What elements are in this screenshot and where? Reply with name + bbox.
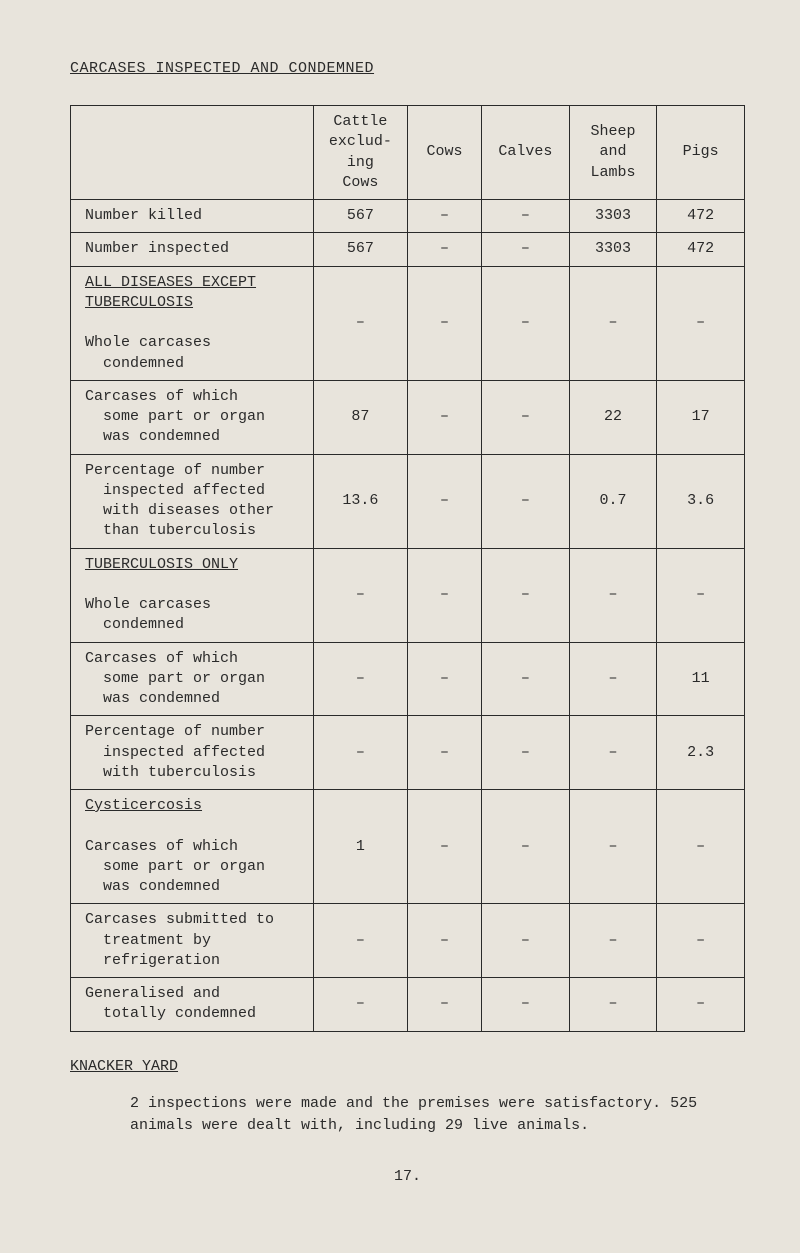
column-header: SheepandLambs xyxy=(569,106,657,200)
cell: 567 xyxy=(313,200,407,233)
row-label: Generalised and totally condemned xyxy=(71,978,314,1032)
cell: – xyxy=(569,716,657,790)
cell: – xyxy=(408,266,482,380)
cell: – xyxy=(569,904,657,978)
cell: – xyxy=(408,978,482,1032)
cell: – xyxy=(408,790,482,904)
cell: – xyxy=(482,716,570,790)
cell: – xyxy=(313,904,407,978)
cell: – xyxy=(482,978,570,1032)
cell: – xyxy=(313,716,407,790)
cell: – xyxy=(482,380,570,454)
cell: 3303 xyxy=(569,200,657,233)
cell: – xyxy=(657,548,745,642)
cell: 17 xyxy=(657,380,745,454)
cell: 0.7 xyxy=(569,454,657,548)
cell: 22 xyxy=(569,380,657,454)
cell: 13.6 xyxy=(313,454,407,548)
row-label: Carcases of which some part or organ was… xyxy=(71,380,314,454)
column-header: Cows xyxy=(408,106,482,200)
cell: 472 xyxy=(657,233,745,266)
row-label: TUBERCULOSIS ONLYWhole carcases condemne… xyxy=(71,548,314,642)
cell: 2.3 xyxy=(657,716,745,790)
row-label: Percentage of number inspected affected … xyxy=(71,454,314,548)
cell: – xyxy=(482,642,570,716)
row-label: Percentage of number inspected affected … xyxy=(71,716,314,790)
cell: – xyxy=(657,266,745,380)
cell: – xyxy=(569,790,657,904)
footer-title: KNACKER YARD xyxy=(70,1058,745,1075)
cell: 3303 xyxy=(569,233,657,266)
row-label: Carcases of which some part or organ was… xyxy=(71,642,314,716)
page-number: 17. xyxy=(70,1168,745,1185)
cell: – xyxy=(482,233,570,266)
cell: – xyxy=(482,904,570,978)
column-header: Pigs xyxy=(657,106,745,200)
column-header: Cattleexclud-ingCows xyxy=(313,106,407,200)
cell: – xyxy=(482,454,570,548)
cell: – xyxy=(408,548,482,642)
cell: – xyxy=(657,790,745,904)
cell: – xyxy=(408,380,482,454)
cell: – xyxy=(408,904,482,978)
cell: – xyxy=(408,233,482,266)
cell: 87 xyxy=(313,380,407,454)
cell: – xyxy=(482,266,570,380)
page-title: CARCASES INSPECTED AND CONDEMNED xyxy=(70,60,745,77)
cell: – xyxy=(569,642,657,716)
cell: – xyxy=(482,548,570,642)
cell: 1 xyxy=(313,790,407,904)
row-label: Number inspected xyxy=(71,233,314,266)
cell: – xyxy=(408,200,482,233)
cell: – xyxy=(569,548,657,642)
cell: 3.6 xyxy=(657,454,745,548)
cell: – xyxy=(569,266,657,380)
column-header: Calves xyxy=(482,106,570,200)
cell: 567 xyxy=(313,233,407,266)
cell: – xyxy=(482,200,570,233)
cell: – xyxy=(408,642,482,716)
cell: – xyxy=(657,978,745,1032)
cell: – xyxy=(408,716,482,790)
cell: – xyxy=(313,548,407,642)
row-label: CysticercosisCarcases of which some part… xyxy=(71,790,314,904)
row-label: Carcases submitted to treatment by refri… xyxy=(71,904,314,978)
cell: – xyxy=(313,642,407,716)
cell: – xyxy=(408,454,482,548)
carcases-table: Cattleexclud-ingCowsCowsCalvesSheepandLa… xyxy=(70,105,745,1032)
cell: 472 xyxy=(657,200,745,233)
cell: – xyxy=(657,904,745,978)
cell: – xyxy=(313,978,407,1032)
column-header xyxy=(71,106,314,200)
cell: – xyxy=(482,790,570,904)
cell: 11 xyxy=(657,642,745,716)
row-label: Number killed xyxy=(71,200,314,233)
cell: – xyxy=(569,978,657,1032)
cell: – xyxy=(313,266,407,380)
row-label: ALL DISEASES EXCEPTTUBERCULOSISWhole car… xyxy=(71,266,314,380)
footer-text: 2 inspections were made and the premises… xyxy=(70,1093,745,1138)
